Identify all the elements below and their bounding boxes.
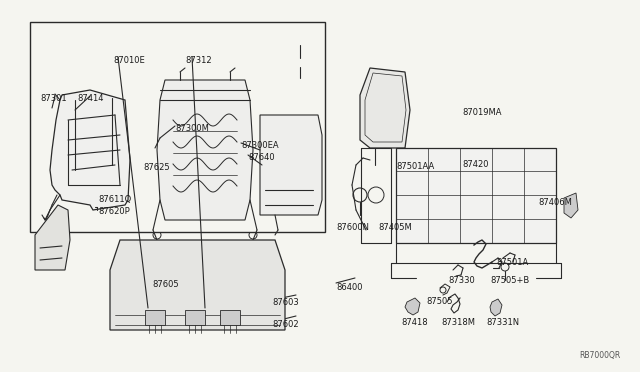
- Text: 87603: 87603: [272, 298, 299, 307]
- Text: 87602: 87602: [272, 320, 299, 329]
- Polygon shape: [50, 90, 130, 210]
- Text: 87640: 87640: [248, 153, 275, 162]
- Text: 87620P: 87620P: [98, 207, 130, 216]
- Text: 87300M: 87300M: [175, 124, 209, 133]
- Text: 87312: 87312: [185, 56, 212, 65]
- Text: 87406M: 87406M: [538, 198, 572, 207]
- Polygon shape: [396, 148, 556, 243]
- Polygon shape: [110, 240, 285, 330]
- Polygon shape: [260, 115, 322, 215]
- Polygon shape: [157, 80, 253, 220]
- Text: 87600N: 87600N: [336, 223, 369, 232]
- Text: 86400: 86400: [336, 283, 362, 292]
- Polygon shape: [490, 299, 502, 316]
- Text: 87418: 87418: [401, 318, 428, 327]
- Polygon shape: [220, 310, 240, 325]
- Circle shape: [60, 195, 66, 201]
- Text: 87420: 87420: [462, 160, 488, 169]
- Text: 87301: 87301: [40, 94, 67, 103]
- Text: 87330: 87330: [448, 276, 475, 285]
- Text: 87605: 87605: [152, 280, 179, 289]
- Polygon shape: [35, 205, 70, 270]
- Text: 87318M: 87318M: [441, 318, 475, 327]
- Text: 87010E: 87010E: [113, 56, 145, 65]
- Text: 87505: 87505: [426, 297, 452, 306]
- Polygon shape: [564, 193, 578, 218]
- Polygon shape: [360, 68, 410, 148]
- Text: 87331N: 87331N: [486, 318, 519, 327]
- Circle shape: [122, 195, 128, 201]
- Text: RB7000QR: RB7000QR: [579, 351, 620, 360]
- Text: 87501AA: 87501AA: [396, 162, 435, 171]
- Polygon shape: [405, 298, 420, 315]
- Text: 87501A: 87501A: [496, 258, 528, 267]
- Text: 87611Q: 87611Q: [98, 195, 131, 204]
- Polygon shape: [185, 310, 205, 325]
- Text: 87300EA: 87300EA: [241, 141, 278, 150]
- Text: 87019MA: 87019MA: [462, 108, 502, 117]
- Text: 87625: 87625: [143, 163, 170, 172]
- Text: 87414: 87414: [77, 94, 104, 103]
- Text: 87405M: 87405M: [378, 223, 412, 232]
- Polygon shape: [30, 22, 325, 232]
- Text: 87505+B: 87505+B: [490, 276, 529, 285]
- Polygon shape: [145, 310, 165, 325]
